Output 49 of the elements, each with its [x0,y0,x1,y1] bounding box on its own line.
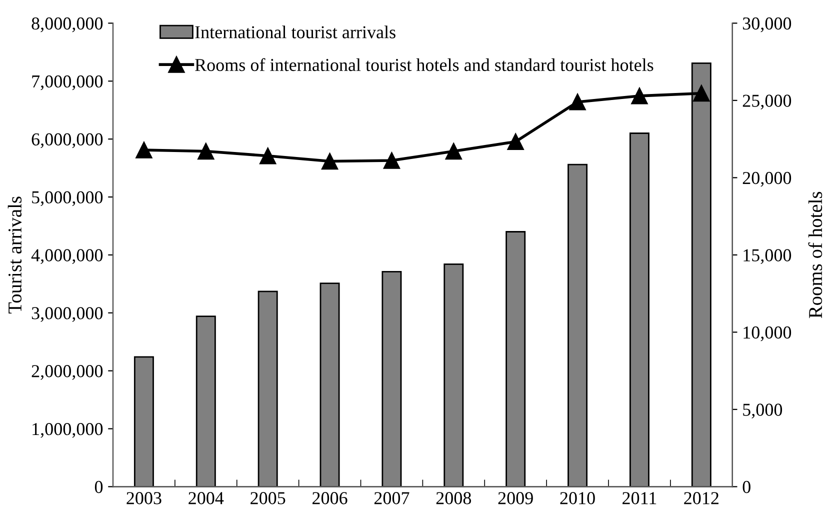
point [445,142,462,160]
y2-tick-label: 25,000 [742,94,792,110]
point [260,148,276,164]
x-tick-label: 2005 [250,492,286,504]
legend-label: Rooms of international tourist hotels and standard tourist hotels [195,58,654,72]
point [507,133,524,150]
bar [506,231,526,487]
x-tick-label: 2010 [560,492,595,504]
y-tick-label: 8,000,000 [32,17,103,32]
point [693,84,710,102]
x-tick-label: 2009 [498,492,533,504]
y2-axis-title: Rooms of hotels [808,192,822,318]
bar [258,290,278,487]
y-tick-label: 1,000,000 [32,422,103,438]
point [198,142,214,160]
point [136,142,152,158]
y-tick-label: 5,000,000 [32,191,103,206]
bar [320,282,340,487]
x-tick-label: 2004 [188,492,224,504]
x-tick-label: 2011 [622,492,656,504]
bar [382,271,402,487]
bar [568,164,588,487]
y-tick-label: 2,000,000 [32,365,103,380]
point [383,152,400,169]
bar [444,264,464,487]
y2-tick-label: 30,000 [742,17,792,32]
y-axis-title: Tourist arrivals [8,196,22,314]
x-tick-label: 2012 [684,492,718,504]
x-tick-label: 2003 [126,492,162,504]
point [631,88,648,104]
y2-tick-label: 15,000 [744,249,792,264]
legend-label: International tourist arrivals [195,26,396,38]
x-tick-label: 2006 [312,492,348,504]
y-tick-label: 4,000,000 [31,249,103,264]
y-tick-label: 3,000,000 [32,307,103,322]
y-tick-label: 6,000,000 [32,133,103,148]
point [569,94,586,110]
bar [134,356,154,487]
y2-tick-label: 0 [742,480,750,494]
y2-tick-label: 5,000 [743,404,782,418]
point [321,152,338,170]
y-tick-label: 7,000,000 [32,75,103,90]
x-tick-label: 2008 [436,492,472,504]
x-tick-label: 2007 [374,492,410,504]
y2-tick-label: 20,000 [742,172,792,187]
bar [629,132,650,487]
y2-tick-label: 10,000 [744,326,792,342]
y-tick-label: 0 [94,480,103,494]
bar [196,316,216,487]
